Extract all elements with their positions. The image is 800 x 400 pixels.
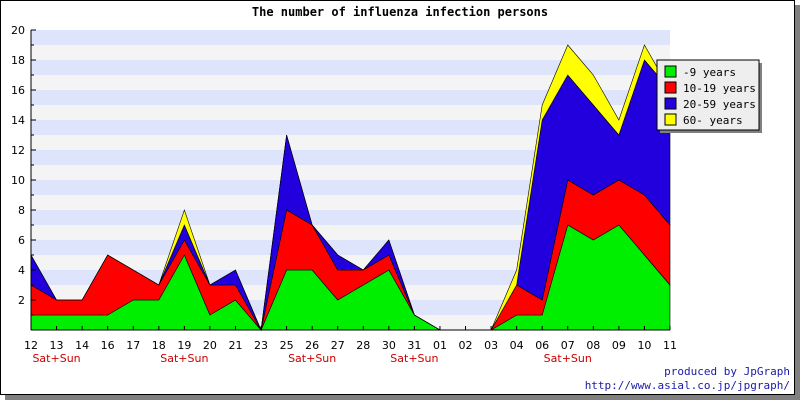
weekend-label: Sat+Sun <box>288 352 336 365</box>
y-tick-label: 4 <box>18 264 25 277</box>
background-band <box>31 30 670 45</box>
x-tick-label: 28 <box>356 339 370 352</box>
y-tick-label: 14 <box>11 114 25 127</box>
background-band <box>31 90 670 105</box>
x-tick-label: 03 <box>484 339 498 352</box>
background-band <box>31 195 670 210</box>
x-tick-label: 16 <box>101 339 115 352</box>
x-tick-label: 26 <box>305 339 319 352</box>
x-tick-label: 13 <box>50 339 64 352</box>
background-band <box>31 165 670 180</box>
x-tick-label: 30 <box>382 339 396 352</box>
legend-label-3: 60- years <box>683 114 743 127</box>
x-tick-label: 21 <box>228 339 242 352</box>
y-tick-label: 6 <box>18 234 25 247</box>
background-band <box>31 105 670 120</box>
legend-swatch-1 <box>664 81 677 94</box>
legend-swatch-2 <box>664 97 677 110</box>
weekend-label: Sat+Sun <box>32 352 80 365</box>
y-tick-label: 8 <box>18 204 25 217</box>
y-tick-label: 10 <box>11 174 25 187</box>
x-tick-label: 17 <box>126 339 140 352</box>
x-tick-label: 08 <box>586 339 600 352</box>
y-tick-label: 16 <box>11 84 25 97</box>
x-tick-label: 31 <box>407 339 421 352</box>
x-tick-label: 09 <box>612 339 626 352</box>
background-band <box>31 180 670 195</box>
x-tick-label: 06 <box>535 339 549 352</box>
x-tick-label: 20 <box>203 339 217 352</box>
weekend-label: Sat+Sun <box>390 352 438 365</box>
legend: -9 years 10-19 years 20-59 years 60- years <box>656 59 762 133</box>
credit-line-1: produced by JpGraph <box>664 365 790 378</box>
legend-swatch-0 <box>664 65 677 78</box>
x-tick-label: 10 <box>637 339 651 352</box>
x-tick-label: 11 <box>663 339 677 352</box>
frame-shadow-bottom <box>5 395 800 400</box>
weekend-label: Sat+Sun <box>160 352 208 365</box>
background-band <box>31 60 670 75</box>
frame-shadow-right <box>795 5 800 400</box>
background-band <box>31 210 670 225</box>
legend-swatch-3 <box>664 113 677 126</box>
x-tick-label: 07 <box>561 339 575 352</box>
x-tick-label: 01 <box>433 339 447 352</box>
background-band <box>31 75 670 90</box>
y-tick-label: 12 <box>11 144 25 157</box>
x-tick-label: 19 <box>177 339 191 352</box>
weekend-label: Sat+Sun <box>544 352 592 365</box>
x-tick-label: 25 <box>280 339 294 352</box>
x-tick-label: 02 <box>459 339 473 352</box>
x-tick-label: 04 <box>510 339 524 352</box>
x-tick-label: 12 <box>24 339 38 352</box>
credit-line-2: http://www.asial.co.jp/jpgraph/ <box>585 379 790 392</box>
y-tick-label: 20 <box>11 24 25 37</box>
x-tick-label: 14 <box>75 339 89 352</box>
x-tick-label: 18 <box>152 339 166 352</box>
x-tick-label: 23 <box>254 339 268 352</box>
background-band <box>31 150 670 165</box>
chart-title: The number of influenza infection person… <box>252 5 548 19</box>
legend-label-1: 10-19 years <box>683 82 756 95</box>
background-band <box>31 120 670 135</box>
y-tick-label: 2 <box>18 294 25 307</box>
x-tick-label: 27 <box>331 339 345 352</box>
y-tick-label: 18 <box>11 54 25 67</box>
legend-label-2: 20-59 years <box>683 98 756 111</box>
legend-label-0: -9 years <box>683 66 736 79</box>
background-band <box>31 45 670 60</box>
background-band <box>31 135 670 150</box>
